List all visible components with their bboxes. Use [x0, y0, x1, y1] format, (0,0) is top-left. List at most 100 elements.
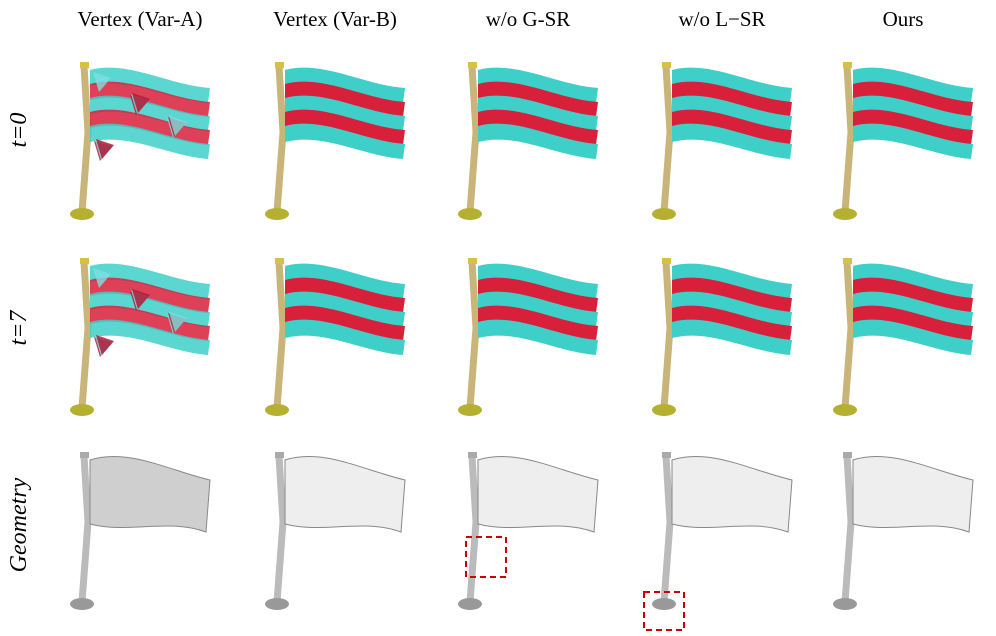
pole-base [265, 598, 289, 610]
pole-base [652, 598, 676, 610]
pole-top [468, 258, 477, 264]
flag-stripe [478, 319, 598, 355]
mesh-artifact [93, 72, 111, 92]
pole-top [80, 62, 89, 68]
flag-mesh [852, 456, 974, 533]
pole [660, 258, 674, 412]
pole [466, 62, 480, 216]
pole-top [80, 258, 89, 264]
flag-stripe [90, 81, 210, 117]
pole [466, 258, 480, 412]
flag-stripe [285, 109, 405, 145]
highlight-box [465, 536, 507, 578]
pole-base [833, 598, 857, 610]
pole-top [80, 452, 89, 458]
column-header: Vertex (Var-A) [78, 7, 203, 31]
flag-stripe [478, 305, 598, 341]
flag-stripe [672, 263, 792, 299]
pole-top [275, 258, 284, 264]
mesh-artifact [93, 268, 111, 288]
flag-stripe [478, 95, 598, 131]
flag-stripe [90, 67, 210, 103]
pole-top [843, 452, 852, 458]
flag-mesh [89, 456, 211, 533]
flag-stripe [853, 305, 973, 341]
flag-stripe [478, 291, 598, 327]
pole-base [833, 404, 857, 416]
flag-stripe [285, 277, 405, 313]
flag-stripe [285, 123, 405, 159]
flag-stripe [478, 277, 598, 313]
pole [841, 452, 855, 606]
flag-stripe [672, 291, 792, 327]
flag-stripe [90, 277, 210, 313]
pole-base [652, 404, 676, 416]
flag-stripe [672, 109, 792, 145]
pole [660, 62, 674, 216]
row-label: t=0 [6, 113, 32, 148]
pole-base [70, 404, 94, 416]
flag-stripe [90, 305, 210, 341]
pole-base [458, 598, 482, 610]
flag-stripe [853, 95, 973, 131]
flag-stripe [285, 67, 405, 103]
flag-mesh [671, 456, 793, 533]
flag-stripe [672, 67, 792, 103]
pole-top [468, 452, 477, 458]
flag-stripe [285, 95, 405, 131]
pole [273, 258, 287, 412]
pole-top [275, 62, 284, 68]
mesh-artifact [96, 139, 114, 159]
flag-stripe [672, 123, 792, 159]
row-label: Geometry [6, 477, 32, 572]
pole-top [843, 62, 852, 68]
pole-top [468, 62, 477, 68]
flag-stripe [672, 81, 792, 117]
column-header: w/o L−SR [678, 7, 765, 31]
pole [841, 258, 855, 412]
column-header: Ours [883, 7, 924, 31]
flag-stripe [90, 123, 210, 159]
flag-stripe [672, 95, 792, 131]
pole-top [662, 62, 671, 68]
flag-stripe [285, 81, 405, 117]
flag-stripe [285, 305, 405, 341]
flag-stripe [672, 277, 792, 313]
pole-top [662, 258, 671, 264]
mesh-artifact [169, 312, 187, 332]
pole-base [265, 404, 289, 416]
flag-stripe [853, 109, 973, 145]
mesh-artifact [132, 93, 150, 113]
renderings [70, 62, 974, 610]
flag-stripe [478, 109, 598, 145]
flag-stripe [478, 123, 598, 159]
flag-stripe [853, 277, 973, 313]
pole-base [458, 208, 482, 220]
mesh-artifact [96, 335, 114, 355]
pole-base [70, 598, 94, 610]
pole [466, 452, 480, 606]
pole [273, 62, 287, 216]
pole [78, 62, 92, 216]
pole-top [843, 258, 852, 264]
pole-base [458, 404, 482, 416]
flag-stripe [285, 263, 405, 299]
flag-stripe [90, 263, 210, 299]
flag-mesh [284, 456, 406, 533]
flag-stripe [672, 319, 792, 355]
flag-stripe [853, 291, 973, 327]
pole [660, 452, 674, 606]
flag-stripe [672, 305, 792, 341]
flag-stripe [478, 67, 598, 103]
flag-stripe [853, 81, 973, 117]
flag-stripe [853, 67, 973, 103]
pole [78, 258, 92, 412]
column-header: Vertex (Var-B) [273, 7, 397, 31]
flag-stripe [853, 319, 973, 355]
mesh-artifact [132, 289, 150, 309]
column-header: w/o G-SR [486, 7, 571, 31]
mesh-artifact [169, 116, 187, 136]
flag-stripe [478, 263, 598, 299]
pole-top [275, 452, 284, 458]
